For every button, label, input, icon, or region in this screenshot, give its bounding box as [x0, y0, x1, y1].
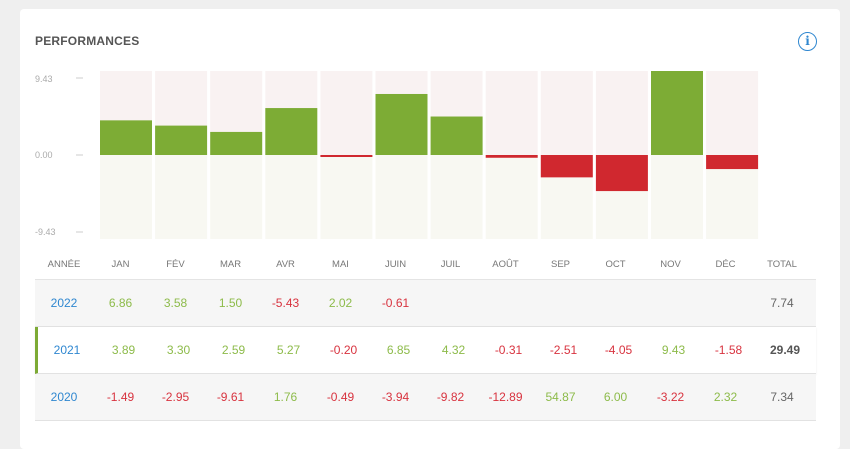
column-header[interactable]: MAR	[219, 259, 242, 270]
total-cell: 7.74	[770, 296, 794, 310]
value-cell: -1.58	[714, 343, 743, 357]
value-cell: 4.32	[441, 343, 466, 357]
value-cell: -1.49	[106, 390, 135, 404]
column-header[interactable]: DÉC	[715, 259, 736, 270]
value-cell: 3.30	[166, 343, 191, 357]
bar-août[interactable]	[485, 155, 538, 158]
year-cell[interactable]: 2020	[50, 390, 78, 404]
bar-oct[interactable]	[595, 155, 648, 192]
value-cell: -2.95	[161, 390, 190, 404]
column-header[interactable]: TOTAL	[767, 259, 797, 270]
value-cell: 2.32	[713, 390, 738, 404]
column-header[interactable]: OCT	[605, 259, 626, 270]
column-header[interactable]: AOÛT	[492, 259, 519, 270]
value-cell: 3.58	[163, 296, 188, 310]
bar-sep[interactable]	[540, 155, 593, 178]
value-cell: 6.86	[108, 296, 133, 310]
bar-background-negative	[210, 155, 263, 239]
value-cell: 6.85	[386, 343, 411, 357]
bar-fév[interactable]	[155, 125, 208, 155]
bar-avr[interactable]	[265, 108, 318, 155]
bar-background-negative	[375, 155, 428, 239]
column-header[interactable]: SEP	[550, 259, 570, 270]
bar-juil[interactable]	[430, 116, 483, 155]
value-cell: -0.31	[494, 343, 523, 357]
value-cell: 3.89	[111, 343, 136, 357]
value-cell: -3.94	[381, 390, 410, 404]
value-cell: -9.82	[436, 390, 465, 404]
y-tick-label: -9.43	[35, 227, 56, 237]
value-cell: -4.05	[604, 343, 633, 357]
value-cell: -3.22	[656, 390, 685, 404]
table-row[interactable]: 2022 6.86 3.58 1.50 -5.43 2.02 -0.61 7.74	[35, 280, 816, 327]
bar-background-negative	[265, 155, 318, 239]
table-header: ANNÉE JAN FÉV MAR AVR MAI JUIN JUIL AOÛT SEP OCT NO…	[35, 250, 816, 280]
bar-background-positive	[595, 71, 648, 155]
column-header[interactable]: JUIL	[440, 259, 461, 270]
column-header[interactable]: ANNÉE	[47, 259, 81, 270]
column-header[interactable]: AVR	[276, 259, 295, 270]
year-cell[interactable]: 2022	[50, 296, 78, 310]
bar-background-positive	[706, 71, 759, 155]
total-cell: 29.49	[769, 343, 801, 357]
bar-background-negative	[100, 155, 152, 239]
column-header[interactable]: JUIN	[384, 259, 407, 270]
card-title: PERFORMANCES	[35, 34, 140, 48]
bar-background-positive	[485, 71, 538, 155]
bar-jan[interactable]	[100, 120, 152, 155]
bar-background-negative	[155, 155, 208, 239]
bar-background-negative	[485, 155, 538, 239]
value-cell: -0.20	[329, 343, 358, 357]
column-header[interactable]: MAI	[332, 259, 349, 270]
table-row[interactable]: 2020 -1.49 -2.95 -9.61 1.76 -0.49 -3.94 -9.82 -1…	[35, 374, 816, 421]
value-cell: 9.43	[661, 343, 686, 357]
bar-déc[interactable]	[706, 155, 759, 170]
bar-background-negative	[320, 155, 373, 239]
bar-background-positive	[320, 71, 373, 155]
value-cell: -9.61	[216, 390, 245, 404]
value-cell: -0.49	[326, 390, 355, 404]
performance-chart: 9.43 0.00 -9.43	[35, 71, 759, 239]
y-tick-label: 9.43	[35, 74, 53, 84]
value-cell: 1.76	[273, 390, 298, 404]
value-cell: 6.00	[603, 390, 628, 404]
bar-juin[interactable]	[375, 93, 428, 155]
value-cell: 5.27	[276, 343, 301, 357]
column-header[interactable]: JAN	[111, 259, 130, 270]
bar-mar[interactable]	[210, 131, 263, 155]
value-cell: 2.02	[328, 296, 353, 310]
value-cell: -5.43	[271, 296, 300, 310]
y-tick-label: 0.00	[35, 150, 53, 160]
bar-nov[interactable]	[651, 71, 703, 155]
performance-table: ANNÉE JAN FÉV MAR AVR MAI JUIN JUIL AOÛT SEP OCT NO…	[35, 250, 816, 421]
value-cell: 1.50	[218, 296, 243, 310]
value-cell: 54.87	[545, 390, 576, 404]
total-cell: 7.34	[770, 390, 794, 404]
bar-background-negative	[430, 155, 483, 239]
column-header[interactable]: NOV	[660, 259, 681, 270]
table-row[interactable]: 2021 3.89 3.30 2.59 5.27 -0.20 6.85 4.32 -0.31 -2…	[35, 327, 816, 374]
bar-mai[interactable]	[320, 155, 373, 157]
column-header[interactable]: FÉV	[166, 259, 185, 270]
value-cell: 2.59	[221, 343, 246, 357]
value-cell: -0.61	[381, 296, 410, 310]
year-cell[interactable]: 2021	[53, 343, 81, 357]
info-icon[interactable]: i	[798, 32, 817, 51]
bar-background-negative	[651, 155, 703, 239]
value-cell: -12.89	[488, 390, 523, 404]
bar-background-positive	[540, 71, 593, 155]
value-cell: -2.51	[549, 343, 578, 357]
